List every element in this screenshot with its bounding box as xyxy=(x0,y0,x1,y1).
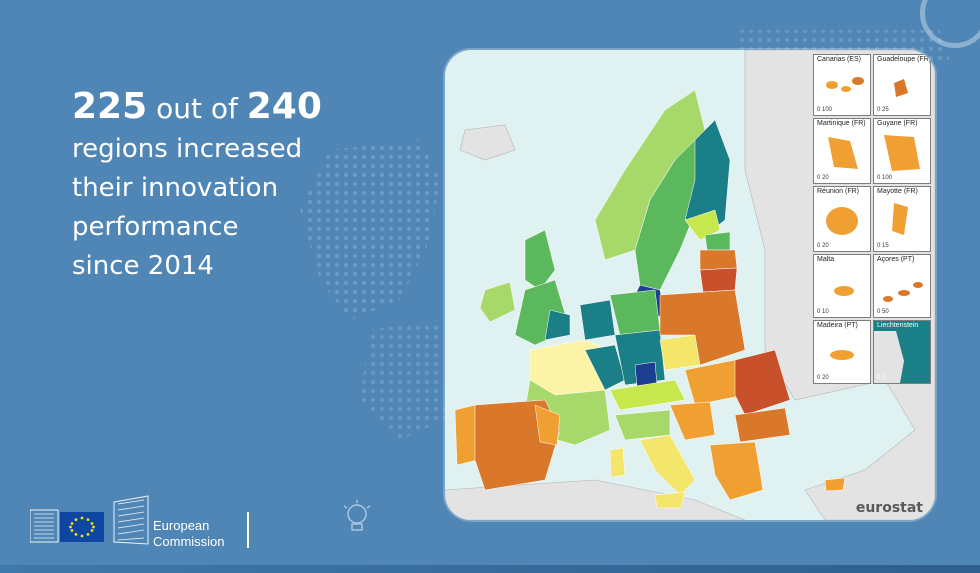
region-bulgaria xyxy=(734,407,791,443)
european-commission-logo xyxy=(30,495,149,545)
inset-liechtenstein: Liechtenstein 0 5 xyxy=(873,320,931,384)
region-sardinia xyxy=(609,447,626,478)
headline-out-of: out of xyxy=(156,92,238,125)
region-croatia-slovenia xyxy=(669,401,716,441)
region-finland-south xyxy=(684,209,721,241)
region-italy-north xyxy=(614,409,671,441)
headline: 225 out of 240 regions increased their i… xyxy=(72,86,402,286)
region-uk-north xyxy=(524,229,556,291)
inset-scale: 0 100 xyxy=(817,107,833,113)
headline-line-3: their innovation xyxy=(72,173,279,203)
inset-scale: 0 10 xyxy=(817,309,829,315)
region-romania xyxy=(734,349,791,416)
inset-shape xyxy=(834,286,854,296)
region-sicily xyxy=(654,491,686,509)
region-poland xyxy=(659,289,746,366)
inset-reunion: Réunion (FR) 0 20 xyxy=(813,186,871,252)
inset-martinique: Martinique (FR) 0 20 xyxy=(813,118,871,184)
inset-label: Canarias (ES) xyxy=(817,56,861,63)
region-lithuania xyxy=(699,267,738,293)
region-germany-north xyxy=(609,289,661,336)
inset-acores: Açores (PT) 0 50 xyxy=(873,254,931,318)
headline-line-4: performance xyxy=(72,212,239,242)
inset-shape xyxy=(826,77,864,92)
lightbulb-icon xyxy=(343,500,371,531)
region-uk-southeast xyxy=(544,309,571,341)
region-estonia xyxy=(704,231,731,251)
inset-malta: Malta 0 10 xyxy=(813,254,871,318)
region-ireland xyxy=(479,281,516,323)
inset-shape xyxy=(894,79,908,97)
inset-shape xyxy=(874,331,904,383)
wordmark-line-1: European xyxy=(153,518,210,533)
european-commission-wordmark: European Commission xyxy=(153,518,225,550)
inset-guyane: Guyane (FR) 0 100 xyxy=(873,118,931,184)
decorative-ring xyxy=(920,0,980,48)
region-switzerland-austria xyxy=(609,379,686,411)
region-italy-south xyxy=(639,434,696,496)
inset-label: Guadeloupe (FR) xyxy=(877,56,932,63)
inset-shape xyxy=(830,350,854,360)
inset-label: Martinique (FR) xyxy=(817,120,866,127)
region-czechia xyxy=(659,334,701,371)
headline-line-5: since 2014 xyxy=(72,251,214,281)
inset-canarias: Canarias (ES) 0 100 xyxy=(813,54,871,116)
region-benelux xyxy=(579,299,616,341)
inset-scale: 0 20 xyxy=(817,375,829,381)
inset-scale: 0 15 xyxy=(877,243,889,249)
inset-label: Madeira (PT) xyxy=(817,322,858,329)
region-portugal xyxy=(454,404,478,466)
region-greece xyxy=(709,441,764,501)
inset-label: Liechtenstein xyxy=(877,322,919,329)
region-spain-northeast xyxy=(534,404,561,446)
headline-total: 240 xyxy=(246,86,322,127)
iceland xyxy=(459,124,516,161)
europe-regional-map: Canarias (ES) 0 100 Guadeloupe (FR) 0 25… xyxy=(445,50,935,520)
inset-mayotte: Mayotte (FR) 0 15 xyxy=(873,186,931,252)
wordmark-line-2: Commission xyxy=(153,534,225,549)
inset-guadeloupe: Guadeloupe (FR) 0 25 xyxy=(873,54,931,116)
inset-scale: 0 50 xyxy=(877,309,889,315)
inset-label: Mayotte (FR) xyxy=(877,188,918,195)
inset-shape xyxy=(884,135,920,171)
inset-scale: 0 20 xyxy=(817,243,829,249)
logo-separator xyxy=(247,512,249,548)
eurostat-logo: eurostat xyxy=(855,500,923,516)
region-cyprus xyxy=(824,477,846,492)
inset-label: Guyane (FR) xyxy=(877,120,918,127)
bottom-band xyxy=(0,565,980,573)
headline-line-2: regions increased xyxy=(72,134,303,164)
inset-label: Réunion (FR) xyxy=(817,188,860,195)
inset-shape xyxy=(892,203,908,235)
inset-scale: 0 5 xyxy=(877,375,886,381)
non-eu-land-africa xyxy=(445,479,746,520)
inset-scale: 0 25 xyxy=(877,107,889,113)
inset-shape xyxy=(828,137,858,169)
headline-count: 225 xyxy=(72,86,148,127)
region-latvia xyxy=(699,249,738,271)
inset-shape xyxy=(883,282,923,302)
inset-madeira: Madeira (PT) 0 20 xyxy=(813,320,871,384)
inset-scale: 0 100 xyxy=(877,175,893,181)
inset-label: Malta xyxy=(817,256,835,263)
inset-shape xyxy=(826,207,858,235)
inset-label: Açores (PT) xyxy=(877,256,915,263)
inset-scale: 0 20 xyxy=(817,175,829,181)
